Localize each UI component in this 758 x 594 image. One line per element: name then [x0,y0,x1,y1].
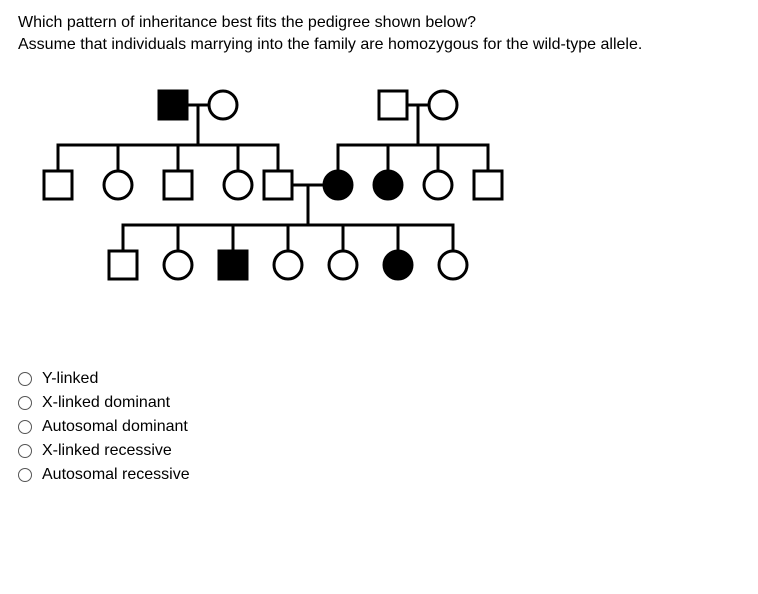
pedigree-female [324,171,352,199]
pedigree-female [429,91,457,119]
option-label: X-linked recessive [42,442,172,460]
pedigree-female [274,251,302,279]
radio-icon [18,420,32,434]
option-label: Autosomal recessive [42,466,190,484]
radio-icon [18,444,32,458]
pedigree-female [384,251,412,279]
option-y-linked[interactable]: Y-linked [18,370,740,388]
radio-icon [18,372,32,386]
pedigree-male [264,171,292,199]
pedigree-female [209,91,237,119]
pedigree-female [439,251,467,279]
option-label: Y-linked [42,370,98,388]
pedigree-svg [18,75,558,285]
question-text: Which pattern of inheritance best fits t… [18,12,740,55]
option-autosomal-dominant[interactable]: Autosomal dominant [18,418,740,436]
radio-icon [18,468,32,482]
pedigree-male [159,91,187,119]
pedigree-male [474,171,502,199]
pedigree-male [44,171,72,199]
pedigree-male [109,251,137,279]
pedigree-female [104,171,132,199]
pedigree-female [424,171,452,199]
pedigree-female [374,171,402,199]
pedigree-female [164,251,192,279]
pedigree-male [379,91,407,119]
pedigree-male [164,171,192,199]
option-x-linked-recessive[interactable]: X-linked recessive [18,442,740,460]
question-line-1: Which pattern of inheritance best fits t… [18,14,476,31]
answer-options: Y-linked X-linked dominant Autosomal dom… [18,370,740,484]
option-label: Autosomal dominant [42,418,188,436]
option-x-linked-dominant[interactable]: X-linked dominant [18,394,740,412]
option-label: X-linked dominant [42,394,170,412]
pedigree-female [224,171,252,199]
pedigree-male [219,251,247,279]
question-line-2: Assume that individuals marrying into th… [18,36,642,53]
radio-icon [18,396,32,410]
pedigree-diagram [18,75,740,290]
option-autosomal-recessive[interactable]: Autosomal recessive [18,466,740,484]
pedigree-female [329,251,357,279]
